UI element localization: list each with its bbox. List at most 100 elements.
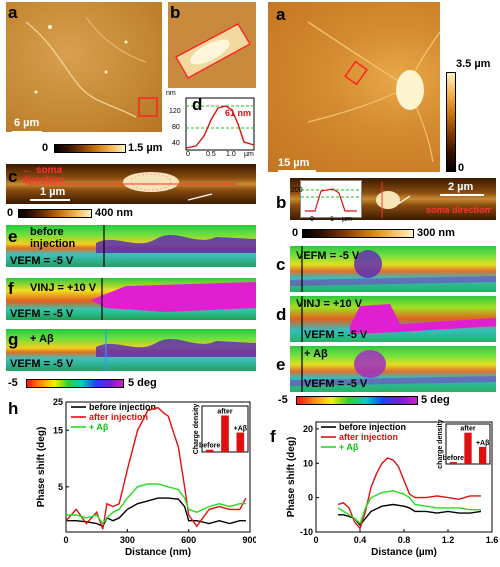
profile-x-tick-2: 1.0 (226, 151, 236, 158)
scale-bar-label-a-right: 15 µm (278, 157, 310, 169)
x-axis-label: Distance (µm) (371, 547, 437, 558)
x-tick-label: 0 (63, 535, 68, 545)
inset-bar-1 (464, 432, 472, 464)
y-tick-label: 0 (308, 493, 313, 503)
phase-colorbar-right (296, 396, 418, 405)
scale-bar-label-a-left: 6 µm (14, 117, 40, 129)
legend-label-0: before injection (339, 422, 406, 432)
abeta-label-e-right: + Aβ (304, 348, 328, 360)
profile-x-unit: µm (244, 151, 254, 158)
panel-label-e-left: e (8, 227, 18, 246)
efm-image-after-injection (6, 278, 256, 320)
vefm-label-e-right: VEFM = -5 V (304, 378, 368, 390)
before-injection-label-2: injection (30, 238, 76, 250)
panel-label-f-right: f (270, 427, 276, 446)
panel-label-f-left: f (8, 279, 14, 298)
x-tick-label: 300 (120, 535, 135, 545)
scale-bar-label-c-left: 1 µm (40, 186, 66, 198)
x-tick-label: 600 (181, 535, 196, 545)
efm-image-before-right (290, 246, 496, 292)
panel-label-d-left: d (192, 95, 203, 114)
inset-bar-0 (205, 449, 214, 452)
panel-label-c-right: c (276, 255, 286, 274)
inset-x-tick-1-right: 1 (330, 216, 334, 223)
inset-bar-label-0: before (443, 455, 465, 462)
profile-height-label: 61 nm (225, 108, 252, 118)
colorbar-a-left (54, 144, 126, 153)
afm-image-neuron-right (268, 2, 440, 172)
inset-bar-2 (236, 432, 245, 452)
x-tick-label: 0.4 (354, 535, 367, 545)
phase-shift-chart-h: 0 300 600 900 5 15 25 Distance (nm) Phase shift … (36, 398, 256, 558)
colorbar-min-a-left: 0 (42, 142, 49, 154)
scale-bar-a-right (278, 170, 316, 172)
inset-x-unit-right: µm (342, 216, 352, 223)
vefm-label-c-right: VEFM = -5 V (296, 250, 360, 262)
y-axis-label: Phase shift (deg) (286, 437, 297, 518)
series-line-2 (337, 490, 481, 525)
vinj-label-d-right: VINJ = +10 V (296, 298, 363, 310)
profile-y-unit: nm (166, 90, 176, 97)
colorbar-max-b-right: 300 nm (417, 227, 455, 239)
x-tick-label: 1.2 (442, 535, 455, 545)
efm-image-abeta-right (290, 346, 496, 392)
legend-label-2: + Aβ (89, 422, 109, 432)
efm-image-before-injection (6, 225, 256, 267)
inset-x-tick-0-right: 0 (310, 216, 314, 223)
series-line-2 (66, 483, 246, 525)
panel-label-b-right: b (276, 193, 287, 212)
afm-image-zoom (168, 2, 256, 88)
arrow-right-icon: → (484, 201, 495, 213)
y-tick-label: 10 (303, 458, 313, 468)
x-tick-label: 0 (313, 535, 318, 545)
profile-y-tick-0: 120 (169, 108, 181, 115)
colorbar-c-left (18, 209, 92, 218)
series-line-1 (65, 406, 247, 530)
inset-bar-label-2: +Aβ (234, 426, 248, 433)
scale-bar-b-right (440, 194, 484, 196)
roi-box (138, 97, 158, 117)
panel-label-e-right: e (276, 355, 286, 374)
colorbar-min-c-left: 0 (7, 207, 14, 219)
before-injection-label-1: before (30, 226, 64, 238)
phase-colorbar-min-right: -5 (278, 394, 288, 406)
afm-image-neuron-overview (6, 2, 162, 132)
y-tick-label: 25 (53, 398, 63, 407)
inset-y-label: Charge density (193, 404, 200, 455)
series-line-1 (337, 457, 481, 531)
panel-label-c-left: c (8, 167, 18, 186)
y-tick-label: -10 (300, 527, 313, 537)
panel-label-g-left: g (8, 330, 19, 349)
colorbar-max-c-left: 400 nm (95, 207, 133, 219)
inset-bar-label-2: +Aβ (476, 440, 490, 447)
profile-y-tick-2: 40 (172, 140, 180, 147)
legend-label-2: + Aβ (339, 442, 359, 452)
inset-y-label: charge density (437, 419, 444, 469)
legend-label-1: after injection (339, 432, 398, 442)
scale-bar-c-left (30, 199, 70, 201)
panel-label-a-left: a (8, 3, 18, 22)
y-axis-label: Phase shift (deg) (36, 427, 47, 508)
legend-label-1: after injection (89, 412, 148, 422)
soma-direction-label-line1: soma (36, 165, 63, 176)
scale-bar-a-left (12, 131, 42, 133)
panel-label-h-left: h (8, 399, 19, 418)
series-line-0 (66, 497, 246, 528)
height-profile-inset-right (300, 180, 362, 218)
colorbar-a-right (446, 72, 456, 172)
inset-bar-2 (479, 446, 487, 464)
inset-bar-label-1: after (460, 426, 475, 433)
inset-bar-0 (449, 462, 457, 464)
arrow-left-icon: ← (22, 164, 33, 176)
inset-bar-label-1: after (217, 408, 232, 415)
profile-x-tick-1: 0.5 (206, 151, 216, 158)
abeta-label-g-left: + Aβ (30, 333, 54, 345)
scale-bar-label-b-right: 2 µm (448, 181, 474, 193)
profile-x-tick-0: 0 (186, 151, 190, 158)
vefm-label-g-left: VEFM = -5 V (10, 358, 74, 370)
colorbar-min-b-right: 0 (292, 227, 299, 239)
x-tick-label: 1.6 (486, 535, 498, 545)
inset-bar-label-0: before (199, 443, 221, 450)
y-tick-label: 15 (53, 425, 63, 435)
